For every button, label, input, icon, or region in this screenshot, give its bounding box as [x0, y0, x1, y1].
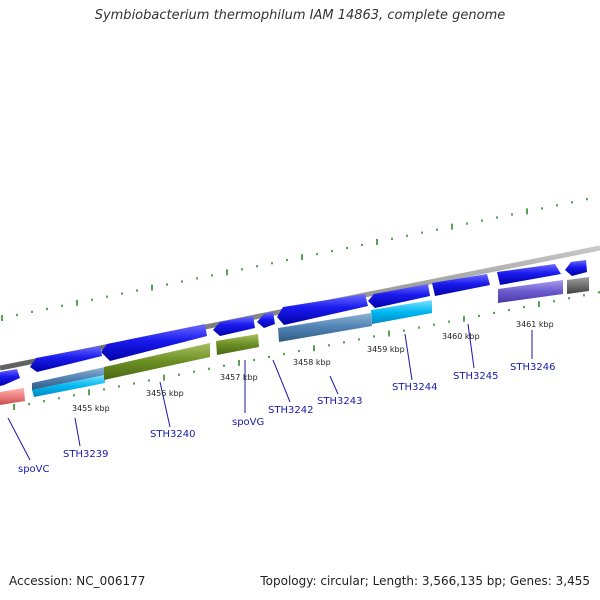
gene-arrow[interactable]: [30, 346, 102, 372]
gene-block-gray[interactable]: [567, 277, 589, 294]
gene-arrow[interactable]: [368, 284, 430, 308]
feature-row-lower: [0, 277, 589, 405]
gene-arrow[interactable]: [213, 316, 255, 336]
gene-arrow[interactable]: [432, 274, 490, 296]
gene-label-STH3239[interactable]: STH3239: [63, 449, 108, 460]
feature-row-upper: [0, 260, 587, 386]
gene-arrow[interactable]: [497, 264, 561, 285]
kbp-label: 3456 kbp: [146, 389, 184, 398]
gene-block-cyan-1[interactable]: [32, 375, 105, 397]
gene-arrow[interactable]: [257, 312, 275, 328]
gene-leader-lines: [7, 323, 533, 461]
kbp-label: 3455 kbp: [72, 404, 110, 413]
kbp-label: 3459 kbp: [367, 345, 405, 354]
inner-tick-row: [13, 291, 600, 410]
gene-block-STH3240[interactable]: [104, 343, 210, 380]
gene-label-STH3244[interactable]: STH3244: [392, 382, 437, 393]
gene-block-spoVG[interactable]: [216, 334, 259, 355]
gene-arrow[interactable]: [565, 260, 587, 276]
kbp-label: 3458 kbp: [293, 358, 331, 367]
gene-label-STH3245[interactable]: STH3245: [453, 371, 498, 382]
kbp-label: 3457 kbp: [220, 373, 258, 382]
gene-block-STH3243[interactable]: [371, 300, 432, 324]
gene-label-STH3246[interactable]: STH3246: [510, 362, 555, 373]
kbp-label-group: 3455 kbp 3456 kbp 3457 kbp 3458 kbp 3459…: [72, 320, 554, 413]
gene-block-STH3239[interactable]: [32, 367, 105, 390]
gene-arrow[interactable]: [277, 294, 368, 325]
kbp-label: 3461 kbp: [516, 320, 554, 329]
kbp-label: 3460 kbp: [442, 332, 480, 341]
map-title: Symbiobacterium thermophilum IAM 14863, …: [94, 8, 506, 23]
gene-label-STH3243[interactable]: STH3243: [317, 396, 362, 407]
gene-arrow[interactable]: [0, 369, 20, 386]
outer-tick-row: [1, 198, 588, 321]
gene-block-STH3242[interactable]: [278, 313, 372, 342]
gene-label-spoVC[interactable]: spoVC: [18, 464, 50, 475]
gene-arrow[interactable]: [101, 324, 207, 361]
gene-label-spoVG[interactable]: spoVG: [232, 417, 264, 428]
gene-block-STH3246[interactable]: [498, 280, 563, 303]
genome-summary-text: Topology: circular; Length: 3,566,135 bp…: [260, 574, 590, 588]
gene-label-STH3242[interactable]: STH3242: [268, 405, 313, 416]
gene-block-spoVC[interactable]: [0, 388, 25, 405]
accession-text: Accession: NC_006177: [9, 574, 146, 588]
gene-label-group: spoVC STH3239 STH3240 spoVG STH3242 STH3…: [18, 362, 555, 475]
gene-label-STH3240[interactable]: STH3240: [150, 429, 195, 440]
